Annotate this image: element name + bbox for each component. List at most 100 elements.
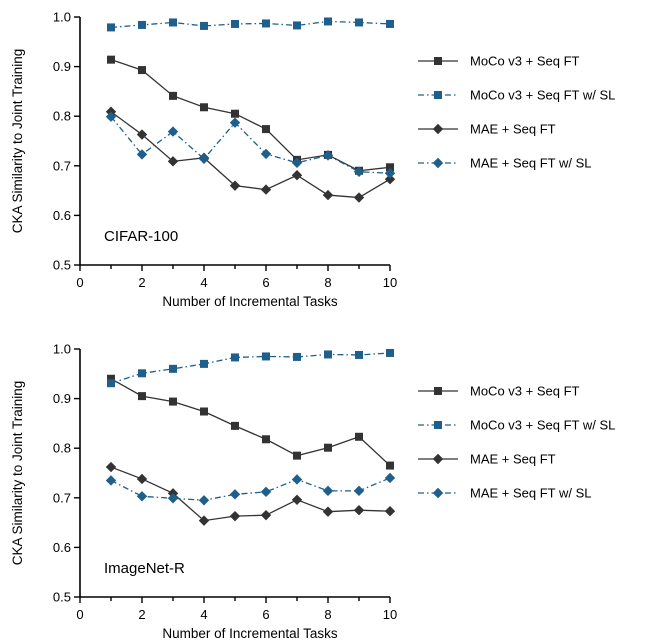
legend-marker — [434, 91, 442, 99]
x-tick-label: 4 — [200, 607, 207, 622]
legend-label: MoCo v3 + Seq FT w/ SL — [470, 418, 615, 433]
y-tick-label: 0.7 — [53, 158, 71, 173]
legend-entry: MoCo v3 + Seq FT — [418, 384, 580, 399]
data-point — [229, 180, 241, 191]
data-point — [386, 461, 394, 470]
legend-entry: MoCo v3 + Seq FT w/ SL — [418, 418, 615, 433]
data-point — [291, 494, 303, 505]
data-point — [262, 19, 270, 28]
data-point — [231, 421, 239, 430]
series-moco-v3-seq-ft — [107, 374, 394, 470]
data-point — [136, 129, 148, 140]
data-point — [324, 443, 332, 452]
data-point — [167, 126, 179, 137]
series-moco-v3-seq-ft-w-sl — [107, 348, 394, 388]
series-moco-v3-seq-ft — [107, 55, 394, 175]
y-axis-title: CKA Similarity to Joint Training — [10, 381, 25, 566]
x-tick-label: 4 — [200, 275, 207, 290]
data-point — [200, 103, 208, 112]
data-point — [293, 451, 301, 460]
legend-label: MAE + Seq FT w/ SL — [470, 486, 592, 501]
x-tick-label: 2 — [138, 275, 145, 290]
legend-entry: MAE + Seq FT w/ SL — [418, 156, 592, 171]
chart-panel-1: 0.5 0.6 0.7 0.8 0.9 1.0 0 2 4 6 8 10 Number of Incre… — [10, 10, 615, 310]
data-point — [353, 192, 365, 203]
data-point — [262, 435, 270, 444]
legend-marker — [434, 57, 442, 65]
data-point — [322, 506, 334, 517]
series-line — [110, 111, 391, 199]
data-point — [291, 474, 303, 485]
x-axis-title: Number of Incremental Tasks — [162, 294, 338, 309]
x-tick-label: 0 — [76, 607, 83, 622]
legend-label: MAE + Seq FT — [470, 122, 556, 137]
series-moco-v3-seq-ft-w-sl — [107, 17, 394, 32]
data-point — [384, 173, 396, 185]
panel-label: ImageNet-R — [104, 560, 185, 577]
data-point — [136, 491, 148, 502]
data-point — [138, 392, 146, 401]
data-point — [260, 509, 272, 521]
legend-entry: MAE + Seq FT — [418, 122, 556, 137]
data-point — [167, 493, 179, 504]
data-point — [105, 111, 117, 122]
data-point — [138, 66, 146, 75]
y-tick-label: 0.5 — [53, 258, 71, 273]
series-line — [110, 116, 391, 174]
series-line — [110, 477, 391, 501]
x-tick-label: 6 — [262, 607, 269, 622]
data-point — [167, 156, 179, 167]
data-point — [200, 359, 208, 368]
x-tick-label: 6 — [262, 275, 269, 290]
series-line — [110, 20, 391, 29]
data-point — [138, 20, 146, 29]
data-point — [322, 150, 334, 161]
panel-label: CIFAR-100 — [104, 228, 178, 245]
legend-label: MoCo v3 + Seq FT — [470, 384, 580, 399]
data-point — [200, 21, 208, 30]
x-tick-label: 10 — [383, 607, 397, 622]
data-point — [231, 19, 239, 28]
legend-marker — [434, 387, 442, 395]
data-point — [291, 170, 303, 181]
y-tick-label: 0.5 — [53, 590, 71, 605]
legend-marker — [434, 421, 442, 429]
data-point — [107, 23, 115, 32]
y-tick-label: 0.7 — [53, 490, 71, 505]
series-line — [110, 378, 391, 467]
x-tick-label: 10 — [383, 275, 397, 290]
series-line — [110, 466, 391, 522]
data-point — [260, 148, 272, 160]
data-point — [322, 485, 334, 497]
series-line — [110, 352, 391, 384]
series-mae-seq-ft-w-sl — [105, 472, 396, 506]
data-point — [105, 461, 117, 473]
data-point — [107, 374, 115, 383]
data-point — [324, 17, 332, 26]
legend-label: MAE + Seq FT w/ SL — [470, 156, 592, 171]
legend-marker — [432, 487, 444, 499]
data-point — [322, 189, 334, 201]
data-point — [198, 515, 210, 526]
data-point — [386, 348, 394, 357]
series-line — [110, 59, 391, 172]
x-axis-title: Number of Incremental Tasks — [162, 626, 338, 641]
data-point — [136, 149, 148, 160]
data-point — [169, 91, 177, 100]
legend-marker — [432, 123, 444, 135]
y-tick-label: 1.0 — [53, 10, 71, 25]
data-point — [386, 163, 394, 172]
y-tick-label: 0.6 — [53, 208, 71, 223]
data-point — [169, 364, 177, 373]
legend-marker — [432, 453, 444, 465]
legend-entry: MoCo v3 + Seq FT — [418, 54, 580, 69]
data-point — [138, 369, 146, 378]
data-point — [355, 18, 363, 27]
legend-entry: MAE + Seq FT — [418, 452, 556, 467]
y-tick-label: 0.9 — [53, 391, 71, 406]
legend-entry: MoCo v3 + Seq FT w/ SL — [418, 88, 615, 103]
data-point — [384, 472, 396, 484]
data-point — [353, 166, 365, 177]
y-tick-label: 1.0 — [53, 342, 71, 357]
